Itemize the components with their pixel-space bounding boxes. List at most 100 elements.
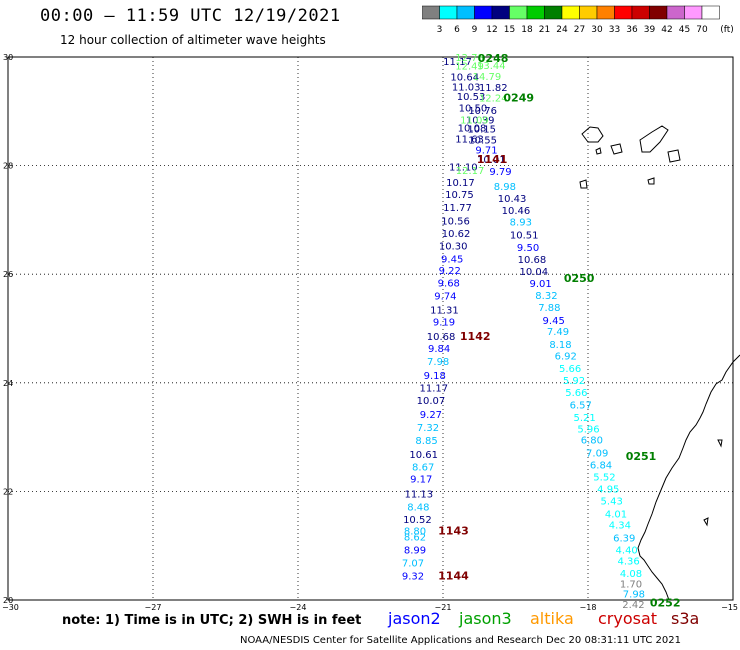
wave-height-label: 5.92 bbox=[563, 376, 585, 387]
wave-height-label: 7.98 bbox=[427, 357, 449, 368]
legend-cryosat: cryosat bbox=[598, 609, 658, 628]
pass-time-label: 0249 bbox=[503, 92, 534, 105]
wave-height-label: 8.93 bbox=[510, 218, 532, 229]
canary-island-6 bbox=[647, 177, 655, 185]
wave-height-label: 10.61 bbox=[409, 450, 438, 461]
graticule: 30 28 26 24 22 20−30 −27 −24 −21 −18 −15 bbox=[2, 53, 738, 612]
wave-height-label: 6.39 bbox=[613, 534, 635, 545]
wave-height-label: 11.10 bbox=[449, 163, 478, 174]
wave-height-label: 10.52 bbox=[403, 515, 432, 526]
canary-island-5 bbox=[579, 179, 588, 189]
wave-height-label: 11.77 bbox=[443, 203, 472, 214]
wave-height-label: 10.64 bbox=[450, 73, 479, 84]
wave-height-label: 10.50 bbox=[459, 103, 488, 114]
colorbar-tick-label: 24 bbox=[556, 25, 568, 35]
wave-height-colorbar: 3 6 9 12 15 18 21 24 27 30 33 36 39 42 45 70 (ft) bbox=[422, 5, 734, 35]
coastal-islet-2 bbox=[703, 517, 709, 527]
wave-height-label: 9.01 bbox=[530, 279, 552, 290]
latitude-label: 24 bbox=[3, 379, 13, 388]
wave-height-label: 9.27 bbox=[420, 410, 442, 421]
wave-height-label: 7.98 bbox=[623, 589, 645, 600]
wave-height-label: 8.18 bbox=[549, 340, 571, 351]
wave-height-label: 10.08 bbox=[458, 124, 487, 135]
wave-height-label: 10.43 bbox=[498, 194, 527, 205]
canary-island-1 bbox=[581, 126, 604, 143]
wave-height-label: 9.71 bbox=[475, 145, 497, 156]
units-note: note: 1) Time is in UTC; 2) SWH is in fe… bbox=[62, 613, 362, 628]
wave-height-label: 9.79 bbox=[489, 167, 511, 178]
wave-height-label: 6.84 bbox=[590, 460, 612, 471]
colorbar-swatch bbox=[701, 5, 720, 20]
longitude-label: −15 bbox=[721, 603, 738, 612]
wave-height-label: 13.44 bbox=[477, 61, 506, 72]
colorbar-tick-label: 9 bbox=[472, 25, 478, 35]
colorbar-tick-label: 33 bbox=[609, 25, 620, 35]
latitude-label: 22 bbox=[3, 487, 13, 496]
coastal-islet-1 bbox=[717, 439, 723, 448]
wave-height-label: 8.62 bbox=[404, 532, 426, 543]
colorbar-tick-label: 18 bbox=[521, 25, 533, 35]
colorbar-tick-label: 45 bbox=[679, 25, 690, 35]
map-frame bbox=[7, 56, 734, 601]
wave-height-label: 11.17 bbox=[419, 384, 448, 395]
wave-height-label: 7.32 bbox=[417, 423, 439, 434]
wave-height-label: 5.66 bbox=[559, 364, 581, 375]
wave-height-label: 9.19 bbox=[433, 317, 455, 328]
wave-height-label: 7.49 bbox=[547, 327, 569, 338]
wave-height-label: 10.51 bbox=[510, 231, 539, 242]
colorbar-tick-label: 36 bbox=[626, 25, 638, 35]
wave-height-label: 10.46 bbox=[502, 206, 531, 217]
wave-height-label: 9.18 bbox=[424, 371, 446, 382]
map-title: 00:00 – 11:59 UTC 12/19/2021 bbox=[40, 6, 341, 26]
wave-height-label: 10.07 bbox=[417, 396, 446, 407]
wave-height-label: 9.32 bbox=[402, 572, 424, 583]
wave-height-label: 2.42 bbox=[622, 600, 644, 611]
wave-height-label: 4.08 bbox=[620, 569, 642, 580]
wave-height-label: 4.36 bbox=[617, 556, 639, 567]
latitude-label: 30 bbox=[3, 53, 13, 62]
wave-height-label: 11.13 bbox=[405, 490, 434, 501]
longitude-label: −24 bbox=[290, 603, 307, 612]
pass-time-label: 0250 bbox=[564, 272, 595, 285]
wave-height-label: 6.80 bbox=[581, 435, 603, 446]
colorbar-tick-label: 6 bbox=[454, 25, 460, 35]
pass-time-label: 0251 bbox=[626, 450, 657, 463]
wave-height-label: 11.03 bbox=[452, 82, 481, 93]
wave-height-label: 9.68 bbox=[438, 278, 460, 289]
wave-height-label: 7.88 bbox=[538, 303, 560, 314]
canary-island-3 bbox=[610, 143, 623, 155]
wave-height-label: 14.79 bbox=[473, 72, 502, 83]
latitude-label: 28 bbox=[3, 162, 13, 171]
legend-altika: altika bbox=[530, 609, 574, 628]
colorbar-tick-label: 15 bbox=[504, 25, 515, 35]
colorbar-tick-label: 30 bbox=[591, 25, 603, 35]
wave-height-label: 9.45 bbox=[441, 254, 463, 265]
wave-height-label: 5.52 bbox=[593, 473, 615, 484]
wave-height-label: 12.17 bbox=[456, 166, 485, 177]
wave-height-label: 10.68 bbox=[427, 332, 456, 343]
wave-height-label: 10.01 bbox=[477, 155, 506, 166]
colorbar-tick-label: 27 bbox=[574, 25, 585, 35]
wave-height-label: 10.04 bbox=[520, 267, 549, 278]
latitude-label: 20 bbox=[3, 596, 13, 605]
wave-height-label: 5.96 bbox=[577, 424, 599, 435]
wave-height-label: 4.01 bbox=[605, 510, 627, 521]
wave-height-label: 10.62 bbox=[442, 229, 471, 240]
coastline bbox=[579, 125, 740, 601]
wave-height-label: 10.75 bbox=[445, 190, 474, 201]
wave-height-label: 6.57 bbox=[570, 401, 592, 412]
latitude-label: 26 bbox=[3, 270, 13, 279]
wave-height-label: 11.31 bbox=[430, 305, 459, 316]
colorbar-tick-label: 12 bbox=[486, 25, 497, 35]
wave-height-label: 9.17 bbox=[410, 474, 432, 485]
wave-height-label: 11.82 bbox=[479, 83, 508, 94]
wave-height-label: 4.34 bbox=[609, 521, 631, 532]
wave-height-label: 10.15 bbox=[467, 125, 496, 136]
wave-height-label: 5.21 bbox=[573, 413, 595, 424]
wave-height-label: 5.43 bbox=[601, 497, 623, 508]
pass-time-label: 0248 bbox=[478, 52, 509, 65]
canary-island-4 bbox=[667, 149, 681, 163]
colorbar-tick-label: 3 bbox=[437, 25, 443, 35]
